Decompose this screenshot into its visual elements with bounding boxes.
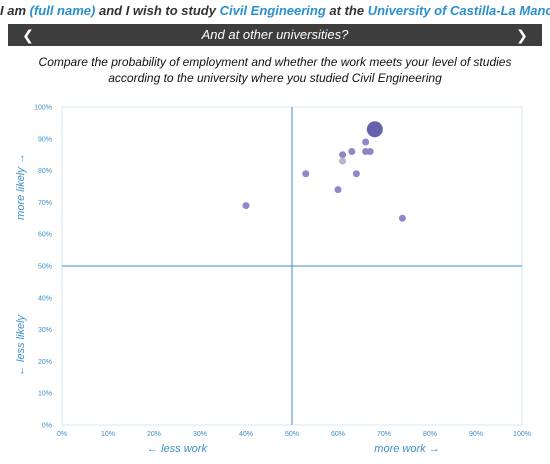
data-point[interactable] bbox=[302, 170, 310, 178]
x-tick-label: 30% bbox=[193, 431, 207, 438]
y-tick-label: 0% bbox=[42, 423, 52, 430]
data-point[interactable] bbox=[339, 157, 347, 165]
data-point[interactable] bbox=[362, 138, 370, 146]
chevron-left-icon[interactable]: ❮ bbox=[22, 27, 34, 43]
x-tick-label: 90% bbox=[469, 431, 483, 438]
chevron-right-icon[interactable]: ❯ bbox=[516, 27, 528, 43]
y-tick-label: 70% bbox=[38, 200, 52, 207]
subtitle-line-2: according to the university where you st… bbox=[108, 71, 442, 85]
x-tick-label: 50% bbox=[285, 431, 299, 438]
y-tick-label: 60% bbox=[38, 232, 52, 239]
data-point[interactable] bbox=[334, 186, 342, 194]
y-axis-top-label: more likely → bbox=[15, 153, 27, 220]
y-tick-label: 50% bbox=[38, 264, 52, 271]
headline-part3: at the bbox=[325, 3, 368, 18]
headline-part2: and I wish to study bbox=[95, 3, 220, 18]
y-axis-bottom-label: ← less likely bbox=[15, 313, 27, 376]
data-point[interactable] bbox=[242, 202, 250, 210]
tick-labels: 0% 10% 20% 30% 40% 50% 60% 70% 80% 90% 100% 0% 10% 20… bbox=[34, 105, 531, 439]
data-point[interactable] bbox=[366, 121, 383, 138]
y-tick-label: 40% bbox=[38, 295, 52, 302]
x-tick-label: 100% bbox=[513, 431, 531, 438]
x-tick-label: 60% bbox=[331, 431, 345, 438]
scatter-chart: 0% 10% 20% 30% 40% 50% 60% 70% 80% 90% 100% 0% 10% 20… bbox=[15, 105, 531, 456]
x-axis-right-label: more work → bbox=[374, 443, 439, 455]
data-point[interactable] bbox=[348, 148, 356, 156]
data-points bbox=[242, 121, 406, 222]
x-tick-label: 20% bbox=[147, 431, 161, 438]
data-point[interactable] bbox=[366, 148, 374, 156]
x-tick-label: 0% bbox=[57, 431, 67, 438]
x-tick-label: 80% bbox=[423, 431, 437, 438]
data-point[interactable] bbox=[352, 170, 360, 178]
y-tick-label: 100% bbox=[34, 105, 52, 112]
full-name-link[interactable]: (full name) bbox=[29, 3, 96, 18]
data-point[interactable] bbox=[339, 151, 347, 159]
degree-link[interactable]: Civil Engineering bbox=[219, 3, 326, 18]
nav-title: And at other universities? bbox=[201, 27, 349, 42]
y-tick-label: 20% bbox=[38, 359, 52, 366]
data-point[interactable] bbox=[398, 214, 406, 222]
university-link[interactable]: University of Castilla-La Mancha bbox=[367, 3, 550, 18]
y-tick-label: 30% bbox=[38, 327, 52, 334]
y-tick-label: 80% bbox=[38, 168, 52, 175]
x-tick-label: 40% bbox=[239, 431, 253, 438]
chart-subtitle: Compare the probability of employment an… bbox=[0, 54, 550, 86]
headline: I am (full name) and I wish to study Civ… bbox=[0, 0, 550, 22]
x-tick-label: 10% bbox=[101, 431, 115, 438]
y-tick-label: 10% bbox=[38, 391, 52, 398]
headline-part1: I am bbox=[0, 3, 30, 18]
y-tick-label: 90% bbox=[38, 136, 52, 143]
plot-frame bbox=[61, 106, 523, 426]
x-tick-label: 70% bbox=[377, 431, 391, 438]
x-axis-left-label: ← less work bbox=[147, 443, 207, 455]
navigation-bar: ❮ And at other universities? ❯ bbox=[8, 24, 542, 46]
subtitle-line-1: Compare the probability of employment an… bbox=[38, 55, 512, 69]
